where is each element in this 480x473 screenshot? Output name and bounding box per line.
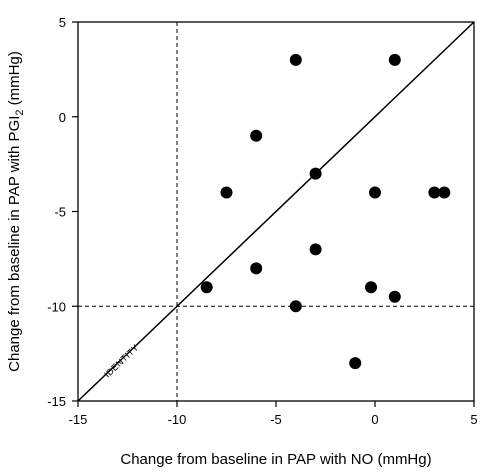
reference-lines [78, 22, 474, 401]
y-tick-label: -15 [47, 394, 66, 409]
data-point [388, 53, 401, 66]
x-tick-label: 0 [371, 412, 378, 427]
data-point [428, 186, 441, 199]
x-axis-ticks: -15 -10 -5 0 5 [69, 401, 478, 427]
data-point [365, 281, 378, 294]
identity-label: IDENTITY [102, 342, 140, 379]
y-tick-label: -5 [54, 205, 66, 220]
x-tick-label: -10 [168, 412, 187, 427]
data-point [250, 129, 263, 142]
identity-line [77, 21, 475, 402]
identity-line-group [77, 21, 475, 402]
data-point [289, 53, 302, 66]
y-axis-ticks: -15 -10 -5 0 5 [47, 15, 78, 409]
data-point [250, 262, 263, 275]
data-point [220, 186, 233, 199]
y-tick-label: 0 [59, 110, 66, 125]
y-axis-title: Change from baseline in PAP with PGI2 (m… [6, 51, 26, 372]
y-tick-label: 5 [59, 15, 66, 30]
data-point [289, 300, 302, 313]
data-point [309, 167, 322, 180]
x-tick-label: -15 [69, 412, 88, 427]
data-point [388, 290, 401, 303]
data-point [369, 186, 381, 199]
data-point [200, 281, 213, 294]
x-tick-label: 5 [470, 412, 477, 427]
y-axis-title-subscript: 2 [14, 109, 26, 115]
y-tick-label: -10 [47, 299, 66, 314]
x-tick-label: -5 [270, 412, 282, 427]
data-point [349, 357, 362, 370]
data-points [200, 53, 451, 370]
x-axis-title: Change from baseline in PAP with NO (mmH… [120, 451, 431, 468]
y-axis-title-main: Change from baseline in PAP with PGI [6, 116, 23, 372]
data-point [309, 243, 322, 256]
data-point [438, 186, 451, 199]
y-axis-title-unit: (mmHg) [6, 51, 23, 109]
